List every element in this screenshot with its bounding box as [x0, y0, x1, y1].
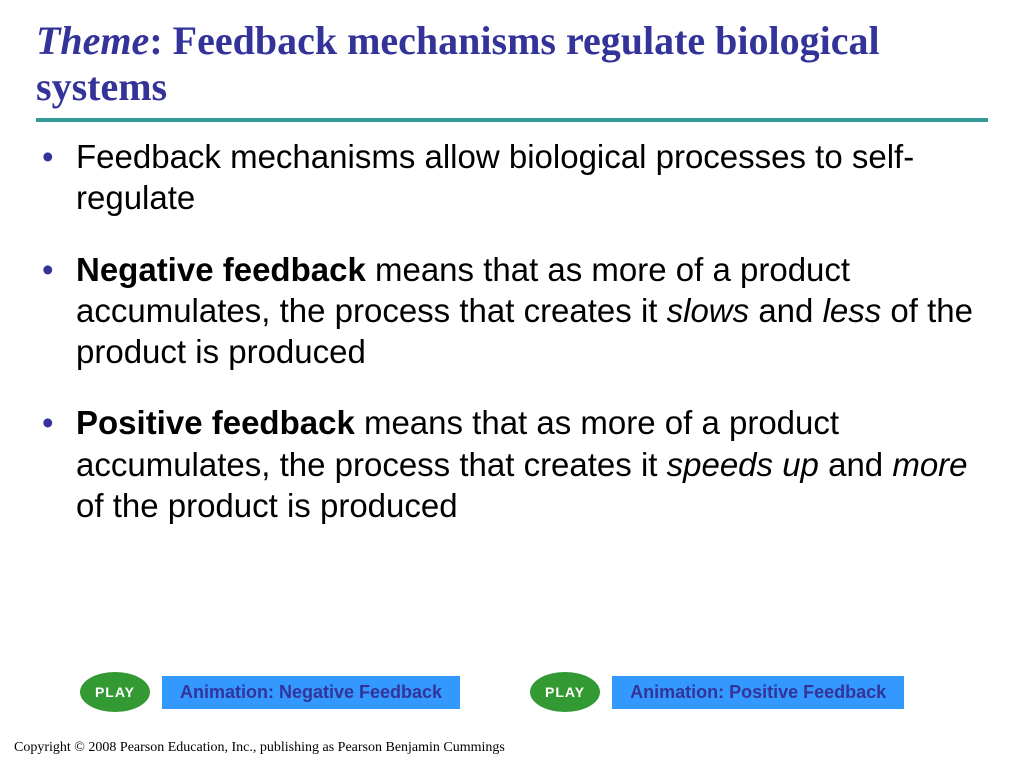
- animation-buttons-row: PLAY Animation: Negative Feedback PLAY A…: [0, 672, 1024, 712]
- slide-title: Theme: Feedback mechanisms regulate biol…: [36, 18, 988, 110]
- bullet-text: Positive feedback: [76, 404, 355, 441]
- bullet-text: of the product is produced: [76, 487, 458, 524]
- bullet-text: speeds up: [667, 446, 819, 483]
- bullet-text: less: [823, 292, 882, 329]
- play-button[interactable]: PLAY: [530, 672, 600, 712]
- play-button[interactable]: PLAY: [80, 672, 150, 712]
- bullet-item: Positive feedback means that as more of …: [36, 402, 988, 526]
- animation-label-text: Animation: Negative Feedback: [180, 682, 442, 702]
- animation-group-positive: PLAY Animation: Positive Feedback: [530, 672, 904, 712]
- bullet-list: Feedback mechanisms allow biological pro…: [36, 136, 988, 526]
- bullet-text: slows: [667, 292, 750, 329]
- slide-content: Theme: Feedback mechanisms regulate biol…: [0, 0, 1024, 526]
- bullet-item: Feedback mechanisms allow biological pro…: [36, 136, 988, 219]
- animation-link-positive[interactable]: Animation: Positive Feedback: [612, 676, 904, 709]
- copyright-text: Copyright © 2008 Pearson Education, Inc.…: [14, 740, 505, 756]
- bullet-text: and: [749, 292, 822, 329]
- bullet-text: Feedback mechanisms allow biological pro…: [76, 138, 914, 216]
- title-divider: [36, 118, 988, 122]
- bullet-text: and: [819, 446, 892, 483]
- bullet-text: more: [892, 446, 967, 483]
- title-rest: : Feedback mechanisms regulate biologica…: [36, 18, 880, 109]
- bullet-item: Negative feedback means that as more of …: [36, 249, 988, 373]
- animation-link-negative[interactable]: Animation: Negative Feedback: [162, 676, 460, 709]
- play-button-label: PLAY: [545, 684, 585, 700]
- animation-group-negative: PLAY Animation: Negative Feedback: [80, 672, 460, 712]
- play-button-label: PLAY: [95, 684, 135, 700]
- animation-label-text: Animation: Positive Feedback: [630, 682, 886, 702]
- bullet-text: Negative feedback: [76, 251, 366, 288]
- title-theme-word: Theme: [36, 18, 149, 63]
